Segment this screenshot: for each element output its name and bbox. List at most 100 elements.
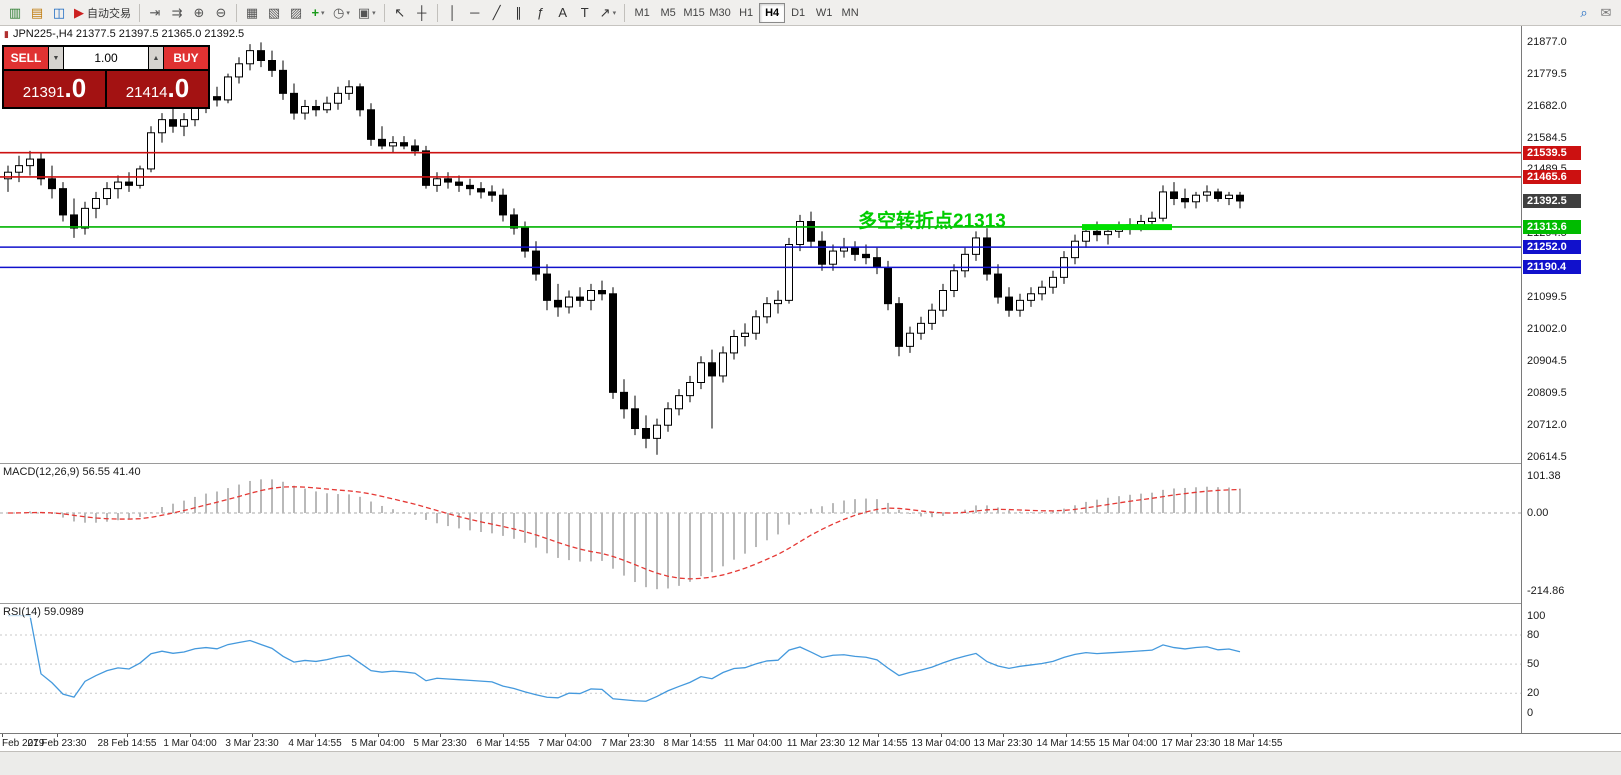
- horizontal-line-icon[interactable]: ─: [464, 2, 486, 24]
- time-axis-label: 3 Mar 23:30: [225, 738, 279, 749]
- time-axis-label: 7 Mar 04:00: [538, 738, 592, 749]
- sell-price-pips: .0: [64, 73, 87, 103]
- new-chart-icon: ▥: [8, 4, 22, 20]
- price-axis-label: 20712.0: [1527, 418, 1567, 431]
- market-watch-icon[interactable]: ◫: [48, 2, 70, 24]
- new-chart-icon[interactable]: ▥: [4, 2, 26, 24]
- sell-price-button[interactable]: 21391 .0: [4, 71, 105, 107]
- fibonacci-icon[interactable]: ƒ: [530, 2, 552, 24]
- chart-icon: ▮: [4, 28, 9, 39]
- chart-template-icon-dropdown[interactable]: ▾: [372, 9, 376, 17]
- volume-increase-button[interactable]: ▲: [149, 47, 163, 69]
- new-order-button[interactable]: + ▾: [307, 2, 329, 24]
- time-axis-tick: [1128, 734, 1129, 737]
- time-axis-label: 6 Mar 14:55: [476, 738, 530, 749]
- timeframe-h1-button[interactable]: H1: [739, 6, 754, 19]
- time-axis-tick: [315, 734, 316, 737]
- text-icon[interactable]: A: [552, 2, 574, 24]
- time-axis-label: 5 Mar 23:30: [413, 738, 467, 749]
- new-order-button-dropdown[interactable]: ▾: [321, 9, 325, 17]
- cursor-icon[interactable]: ↖: [389, 2, 411, 24]
- vertical-line-icon[interactable]: │: [442, 2, 464, 24]
- messages-icon[interactable]: ✉: [1600, 4, 1612, 20]
- time-axis-tick: [440, 734, 441, 737]
- panel-separator[interactable]: [0, 463, 1621, 464]
- time-axis-tick: [941, 734, 942, 737]
- auto-scroll-icon[interactable]: ⇉: [166, 2, 188, 24]
- crosshair-icon[interactable]: ┼: [411, 2, 433, 24]
- zoom-in-icon: ⊕: [193, 4, 205, 20]
- text-label-icon[interactable]: T: [574, 2, 596, 24]
- price-axis-label: 20614.5: [1527, 450, 1567, 463]
- autotrading-button[interactable]: ▶ 自动交易: [70, 2, 135, 24]
- time-axis-tick: [127, 734, 128, 737]
- panel-separator[interactable]: [0, 603, 1621, 604]
- time-axis[interactable]: Feb 2019 27 Feb 23:30 28 Feb 14:55 1 Mar 04…: [0, 733, 1621, 751]
- time-axis-label: 8 Mar 14:55: [663, 738, 717, 749]
- rsi-label: RSI(14) 59.0989: [3, 606, 84, 618]
- timeframe-h4-button[interactable]: H4: [759, 2, 786, 23]
- price-badge: 21313.6: [1523, 219, 1581, 234]
- price-axis-label: 21584.5: [1527, 131, 1567, 144]
- chart-title-text: JPN225-,H4 21377.5 21397.5 21365.0 21392…: [12, 28, 245, 40]
- toolbar-icon-group: ▥ ▤ ◫ ▶ 自动交易 ⇥ ⇉ ⊕ ⊖ ▦ ▧ ▨ + ▾ ◷ ▾ ▣ ▾ ↖ ┼ │ ─ ╱ ∥ ƒ A T ↗ ▾: [4, 2, 629, 24]
- fibonacci-icon: ƒ: [537, 5, 545, 20]
- rsi-panel-canvas[interactable]: [0, 604, 1521, 732]
- equidistant-channel-icon[interactable]: ∥: [508, 2, 530, 24]
- rsi-axis-label: 100: [1527, 609, 1546, 622]
- period-clock-icon: ◷: [333, 4, 345, 20]
- price-axis-label: 21682.0: [1527, 99, 1567, 112]
- text-icon: A: [558, 5, 567, 20]
- timeframe-m15-button[interactable]: M15: [683, 6, 705, 19]
- chart-template-icon[interactable]: ▣ ▾: [354, 2, 380, 24]
- sell-button[interactable]: SELL: [4, 47, 48, 69]
- timeframe-m5-button[interactable]: M5: [660, 6, 676, 19]
- macd-panel-canvas[interactable]: [0, 464, 1521, 602]
- chart-annotation-text[interactable]: 多空转折点21313: [858, 211, 1006, 232]
- arrows-icon[interactable]: ↗ ▾: [596, 2, 620, 24]
- chart-template-icon: ▣: [357, 4, 371, 20]
- buy-button[interactable]: BUY: [164, 47, 208, 69]
- chart-shift-icon: ⇥: [149, 4, 161, 20]
- time-axis-tick: [816, 734, 817, 737]
- zoom-out-icon[interactable]: ⊖: [210, 2, 232, 24]
- one-click-trading-panel: SELL ▼ ▲ BUY 21391 .0 21414 .0: [2, 45, 210, 109]
- zoom-in-icon[interactable]: ⊕: [188, 2, 210, 24]
- period-clock-icon[interactable]: ◷ ▾: [329, 2, 354, 24]
- time-axis-tick: [190, 734, 191, 737]
- auto-scroll-icon: ⇉: [171, 4, 183, 20]
- indicators-list-icon[interactable]: ▨: [285, 2, 307, 24]
- time-axis-label: Feb 2019: [2, 738, 45, 749]
- timeframe-d1-button[interactable]: D1: [791, 6, 806, 19]
- period-clock-icon-dropdown[interactable]: ▾: [346, 9, 350, 17]
- timeframe-m1-button[interactable]: M1: [634, 6, 650, 19]
- volume-decrease-button[interactable]: ▼: [49, 47, 63, 69]
- arrows-icon-dropdown[interactable]: ▾: [612, 9, 617, 17]
- price-axis[interactable]: 21877.021779.521682.021584.521489.521294…: [1522, 26, 1621, 733]
- time-axis-label: 13 Mar 04:00: [911, 738, 971, 749]
- search-icon[interactable]: ⌕: [1580, 4, 1588, 20]
- rsi-axis-label: 0: [1527, 706, 1534, 719]
- price-chart-canvas[interactable]: [0, 26, 1521, 463]
- chart-shift-icon[interactable]: ⇥: [144, 2, 166, 24]
- arrows-icon: ↗: [599, 4, 611, 20]
- timeframe-m30-button[interactable]: M30: [709, 6, 731, 19]
- profiles-icon[interactable]: ▤: [26, 2, 48, 24]
- time-axis-label: 11 Mar 23:30: [786, 738, 846, 749]
- price-axis-label: 21779.5: [1527, 67, 1567, 80]
- trendline-icon[interactable]: ╱: [486, 2, 508, 24]
- timeframe-mn-button[interactable]: MN: [841, 6, 859, 19]
- time-axis-label: 13 Mar 23:30: [973, 738, 1033, 749]
- market-watch-icon: ◫: [52, 4, 66, 20]
- time-axis-tick: [1253, 734, 1254, 737]
- tile-windows-icon[interactable]: ▦: [241, 2, 263, 24]
- toolbar-separator: [624, 3, 626, 22]
- buy-price-button[interactable]: 21414 .0: [107, 71, 208, 107]
- pivot-highlight-segment: [1082, 224, 1172, 231]
- volume-input[interactable]: [64, 47, 148, 69]
- autotrading-button-label: 自动交易: [87, 7, 131, 20]
- time-axis-tick: [628, 734, 629, 737]
- cascade-windows-icon[interactable]: ▧: [263, 2, 285, 24]
- crosshair-icon: ┼: [417, 5, 427, 20]
- timeframe-w1-button[interactable]: W1: [815, 6, 833, 19]
